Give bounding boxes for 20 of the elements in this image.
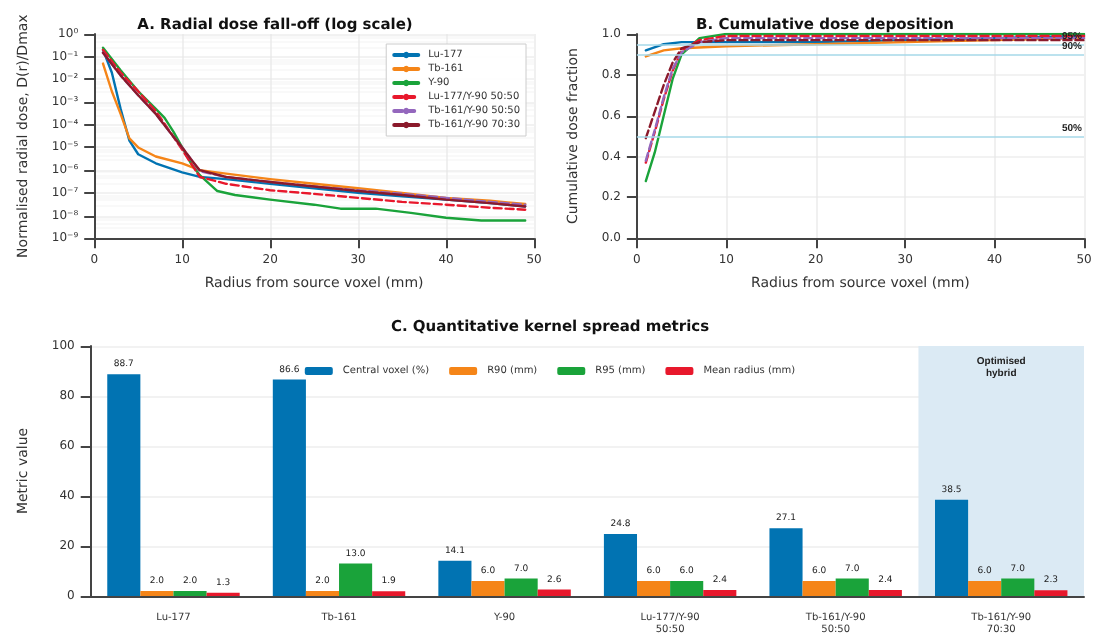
bar — [603, 534, 638, 596]
bar — [935, 499, 969, 596]
bar — [471, 581, 505, 596]
bar — [670, 581, 704, 596]
bar — [537, 589, 571, 596]
bar — [1034, 590, 1068, 596]
bar — [1001, 578, 1035, 596]
bar — [868, 590, 902, 596]
bar — [272, 379, 306, 596]
bar — [769, 528, 803, 596]
bar — [703, 590, 737, 596]
bar — [637, 581, 671, 596]
bar — [835, 578, 869, 596]
bar — [107, 374, 141, 596]
bar — [802, 581, 836, 596]
line-series — [644, 38, 1086, 140]
bar — [339, 563, 373, 596]
bar — [504, 578, 538, 596]
bar — [438, 560, 472, 596]
bar — [968, 581, 1002, 596]
